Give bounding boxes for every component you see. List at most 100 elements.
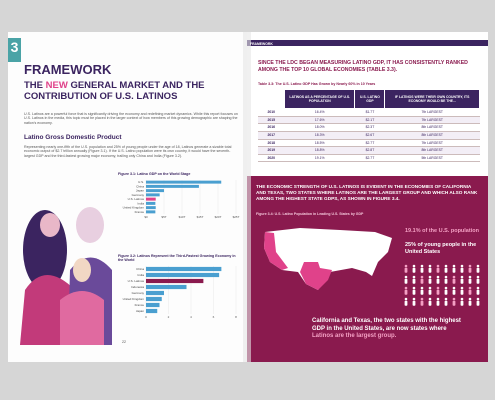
person-head bbox=[444, 275, 448, 279]
x-tick-label: 2 bbox=[168, 315, 170, 319]
person-body bbox=[452, 289, 456, 295]
person-head bbox=[468, 275, 472, 279]
person-head bbox=[412, 286, 416, 290]
x-tick-label: $20T bbox=[215, 215, 222, 219]
person-head bbox=[476, 286, 480, 290]
subheading: Latino Gross Domestic Product bbox=[24, 134, 122, 141]
person-head bbox=[428, 264, 432, 268]
table-cell: 2016 bbox=[258, 123, 285, 132]
person-body bbox=[476, 300, 480, 306]
header-cell: U.S. LATINO GDP bbox=[354, 89, 386, 109]
table-row: 2010 16.4% $1.7T 7th LARGEST bbox=[258, 108, 480, 117]
table-cell: 2019 bbox=[258, 146, 285, 155]
x-tick-label: $15T bbox=[197, 215, 204, 219]
table-cell: 8th LARGEST bbox=[384, 146, 480, 155]
callout-text: California and Texas, the two states wit… bbox=[312, 318, 461, 332]
running-head: FRAMEWORK bbox=[250, 41, 273, 46]
bar bbox=[146, 197, 156, 201]
person-head bbox=[444, 297, 448, 301]
bar bbox=[146, 290, 164, 296]
page-number: 22 bbox=[122, 340, 126, 344]
bar bbox=[146, 266, 222, 272]
person-body bbox=[420, 278, 424, 284]
person-body bbox=[436, 267, 440, 273]
table-cell: 16.4% bbox=[284, 108, 355, 117]
person-head bbox=[420, 275, 424, 279]
bar bbox=[146, 272, 220, 278]
subtitle: THE NEW GENERAL MARKET AND THE CONTRIBUT… bbox=[24, 80, 239, 103]
person-body bbox=[444, 289, 448, 295]
heading: FRAMEWORK bbox=[24, 62, 112, 77]
person-body bbox=[420, 289, 424, 295]
person-body bbox=[436, 300, 440, 306]
x-tick-label: 6 bbox=[213, 315, 215, 319]
bar bbox=[146, 296, 162, 302]
subtitle-highlight: NEW bbox=[45, 80, 68, 91]
person-head bbox=[420, 297, 424, 301]
data-table: LATINOS AS A PERCENTAGE OF U.S. POPULATI… bbox=[258, 89, 480, 163]
callout: California and Texas, the two states wit… bbox=[312, 318, 462, 341]
category-label: France bbox=[135, 303, 145, 307]
person-head bbox=[452, 297, 456, 301]
bar bbox=[146, 308, 158, 314]
illustration bbox=[20, 207, 112, 345]
category-label: Indonesia bbox=[131, 285, 144, 289]
bar bbox=[146, 189, 164, 193]
person-head bbox=[404, 297, 408, 301]
person-body bbox=[420, 300, 424, 306]
person-body bbox=[404, 300, 408, 306]
bar bbox=[146, 210, 156, 214]
person-body bbox=[436, 289, 440, 295]
bar bbox=[146, 193, 160, 197]
table-cell: 8th LARGEST bbox=[384, 131, 480, 140]
figure-caption: Figure 3.2: Latinos Represent the Third-… bbox=[118, 254, 236, 263]
person-head bbox=[428, 275, 432, 279]
paragraph: THE ECONOMIC STRENGTH OF U.S. LATINOS IS… bbox=[256, 184, 478, 201]
person-body bbox=[476, 278, 480, 284]
table-row: 2017 18.3% $2.6T 8th LARGEST bbox=[258, 131, 480, 140]
person-body bbox=[460, 267, 464, 273]
person-body bbox=[420, 267, 424, 273]
category-label: Japan bbox=[136, 189, 145, 193]
person-head bbox=[452, 264, 456, 268]
person-body bbox=[404, 289, 408, 295]
person-head bbox=[428, 286, 432, 290]
person-head bbox=[452, 275, 456, 279]
section-tab bbox=[8, 38, 21, 62]
table-cell: $1.7T bbox=[354, 108, 385, 117]
person-body bbox=[428, 267, 432, 273]
category-label: Germany bbox=[132, 291, 145, 295]
category-label: France bbox=[135, 210, 145, 214]
us-map bbox=[264, 228, 392, 290]
bar bbox=[146, 184, 199, 188]
category-label: India bbox=[137, 273, 144, 277]
person-body bbox=[452, 267, 456, 273]
person-body bbox=[468, 289, 472, 295]
x-tick-label: 0 bbox=[145, 315, 147, 319]
person-body bbox=[468, 300, 472, 306]
person-head bbox=[436, 275, 440, 279]
section-number: 3 bbox=[10, 39, 19, 55]
table-cell: 19.1% bbox=[284, 154, 355, 163]
person-head bbox=[444, 286, 448, 290]
person-body bbox=[404, 278, 408, 284]
table-row: 2020 19.1% $2.7T 5th LARGEST bbox=[258, 154, 480, 163]
table-cell: 7th LARGEST bbox=[384, 116, 480, 125]
x-tick-label: 4 bbox=[190, 315, 192, 319]
stat: 25% of young people in the United States bbox=[405, 242, 477, 255]
person-head bbox=[460, 297, 464, 301]
category-label: India bbox=[137, 201, 144, 205]
person-head bbox=[428, 297, 432, 301]
x-tick-label: 8 bbox=[235, 315, 237, 319]
table-cell: 2010 bbox=[258, 108, 285, 117]
person-body bbox=[404, 267, 408, 273]
person-body bbox=[468, 267, 472, 273]
person-head bbox=[412, 297, 416, 301]
person-head bbox=[436, 297, 440, 301]
person-head bbox=[404, 275, 408, 279]
person-body bbox=[452, 300, 456, 306]
person-body bbox=[412, 267, 416, 273]
table-cell: 8th LARGEST bbox=[384, 123, 480, 132]
